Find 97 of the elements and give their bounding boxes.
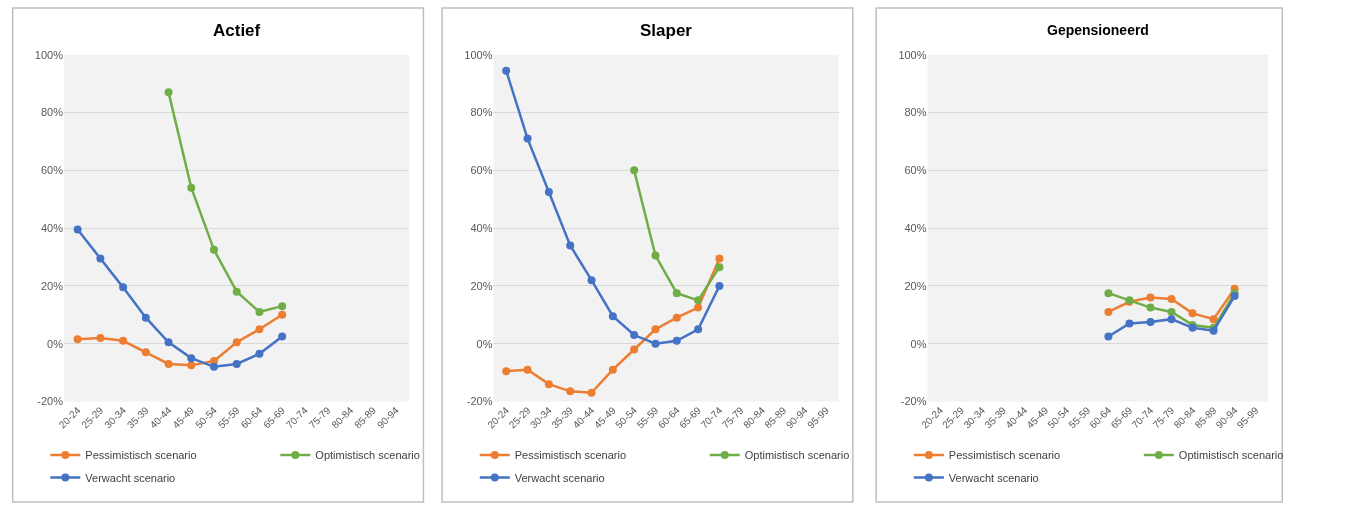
y-tick-label: 100%	[898, 48, 927, 61]
point	[232, 359, 241, 368]
y-tick-label: 80%	[470, 106, 493, 119]
y-tick-label: 80%	[904, 106, 927, 119]
point	[1146, 318, 1155, 327]
point	[119, 283, 128, 292]
y-tick-label: -20%	[37, 395, 64, 408]
point	[210, 362, 218, 371]
point	[164, 359, 173, 368]
legend-label: Verwacht scenario	[514, 471, 605, 484]
point	[608, 365, 617, 374]
point	[187, 361, 196, 370]
point	[672, 336, 681, 345]
y-tick-label: -20%	[466, 395, 493, 408]
y-tick-label: 80%	[40, 106, 64, 119]
point	[630, 166, 639, 175]
point	[119, 336, 128, 345]
point	[1146, 293, 1155, 302]
point	[694, 296, 703, 305]
point	[630, 345, 639, 354]
chart-title: Actief	[213, 21, 261, 40]
point	[1104, 332, 1113, 341]
point	[187, 183, 196, 192]
point	[1167, 315, 1176, 324]
y-tick-label: 60%	[904, 164, 927, 177]
legend-label: Pessimistisch scenario	[85, 449, 197, 462]
y-tick-label: 0%	[910, 337, 927, 350]
point	[1167, 307, 1176, 316]
point	[715, 254, 724, 263]
legend-label: Optimistisch scenario	[1178, 449, 1284, 462]
legend-label: Pessimistisch scenario	[948, 449, 1061, 462]
y-tick-label: 0%	[47, 337, 64, 350]
y-tick-label: 100%	[464, 48, 493, 61]
point	[278, 310, 287, 319]
point	[96, 333, 105, 342]
point	[587, 388, 596, 397]
point	[1104, 307, 1113, 316]
point	[1209, 315, 1218, 324]
point	[544, 188, 553, 197]
y-tick-label: 40%	[904, 221, 927, 234]
point	[715, 281, 724, 290]
point	[1167, 294, 1176, 303]
y-tick-label: 100%	[34, 48, 64, 61]
point	[1125, 319, 1134, 328]
point	[141, 348, 150, 357]
point	[278, 302, 287, 311]
point	[694, 325, 703, 334]
point	[1146, 303, 1155, 312]
point	[523, 365, 532, 374]
point	[502, 66, 511, 75]
point	[608, 312, 617, 321]
point	[73, 225, 82, 234]
point	[672, 289, 681, 298]
legend-label: Pessimistisch scenario	[514, 449, 627, 462]
point	[255, 307, 264, 316]
point	[232, 338, 241, 347]
y-tick-label: 60%	[470, 164, 493, 177]
point	[96, 254, 105, 263]
legend-label: Optimistisch scenario	[315, 449, 420, 462]
point	[187, 354, 196, 363]
point	[1104, 289, 1113, 298]
point	[502, 367, 511, 376]
point	[694, 303, 703, 312]
point	[630, 331, 639, 340]
point	[232, 287, 241, 296]
point	[715, 263, 724, 272]
y-tick-label: 40%	[40, 221, 64, 234]
point	[1188, 309, 1197, 318]
point	[672, 313, 681, 322]
point	[566, 241, 575, 250]
point	[651, 339, 660, 348]
point	[544, 380, 553, 389]
y-tick-label: 0%	[476, 337, 493, 350]
point	[255, 325, 264, 334]
point	[651, 325, 660, 334]
point	[210, 245, 218, 254]
point	[523, 134, 532, 143]
point	[164, 88, 173, 97]
point	[73, 335, 82, 344]
legend-label: Optimistisch scenario	[744, 449, 850, 462]
point	[587, 276, 596, 285]
point	[255, 349, 264, 358]
legend-label: Verwacht scenario	[85, 471, 176, 484]
y-tick-label: 40%	[470, 221, 493, 234]
point	[566, 387, 575, 396]
legend-label: Verwacht scenario	[948, 471, 1039, 484]
chart-title: Slaper	[640, 21, 693, 40]
point	[651, 251, 660, 260]
point	[164, 338, 173, 347]
y-tick-label: 60%	[40, 164, 64, 177]
chart-title: Gepensioneerd	[1047, 22, 1149, 38]
point	[141, 313, 150, 322]
y-tick-label: -20%	[900, 395, 927, 408]
y-tick-label: 20%	[40, 279, 64, 292]
y-tick-label: 20%	[904, 279, 927, 292]
y-tick-label: 20%	[470, 279, 493, 292]
point	[278, 332, 287, 341]
